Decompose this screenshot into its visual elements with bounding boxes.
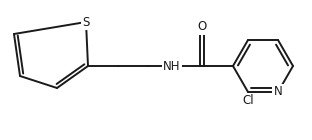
- Text: O: O: [197, 20, 207, 33]
- Text: NH: NH: [163, 60, 181, 73]
- Text: Cl: Cl: [242, 94, 254, 108]
- Text: N: N: [274, 86, 282, 98]
- Text: S: S: [82, 16, 90, 29]
